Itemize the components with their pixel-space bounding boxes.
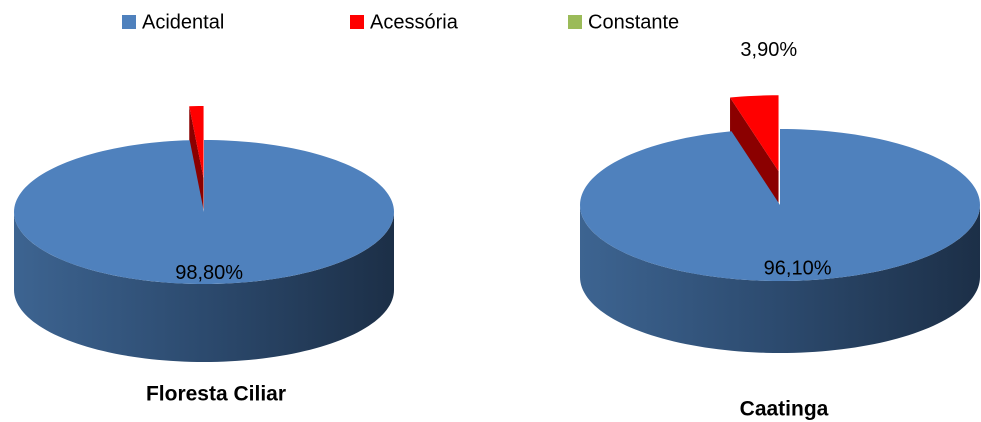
legend-swatch <box>568 15 582 29</box>
data-label: 3,90% <box>740 39 797 61</box>
chart-title: Caatinga <box>740 398 829 421</box>
legend-label: Constante <box>588 11 679 33</box>
slice <box>14 140 394 284</box>
chart-title: Floresta Ciliar <box>146 383 286 406</box>
legend-label: Acessória <box>370 11 459 33</box>
slice <box>189 106 204 179</box>
slice-side <box>580 205 980 353</box>
legend-swatch <box>122 15 136 29</box>
data-label: 96,10% <box>764 258 832 280</box>
slice <box>580 129 980 281</box>
legend-label: Acidental <box>142 11 224 33</box>
legend-swatch <box>350 15 364 29</box>
data-label: 98,80% <box>175 262 243 284</box>
slice <box>730 95 779 172</box>
slice-side <box>14 212 394 362</box>
